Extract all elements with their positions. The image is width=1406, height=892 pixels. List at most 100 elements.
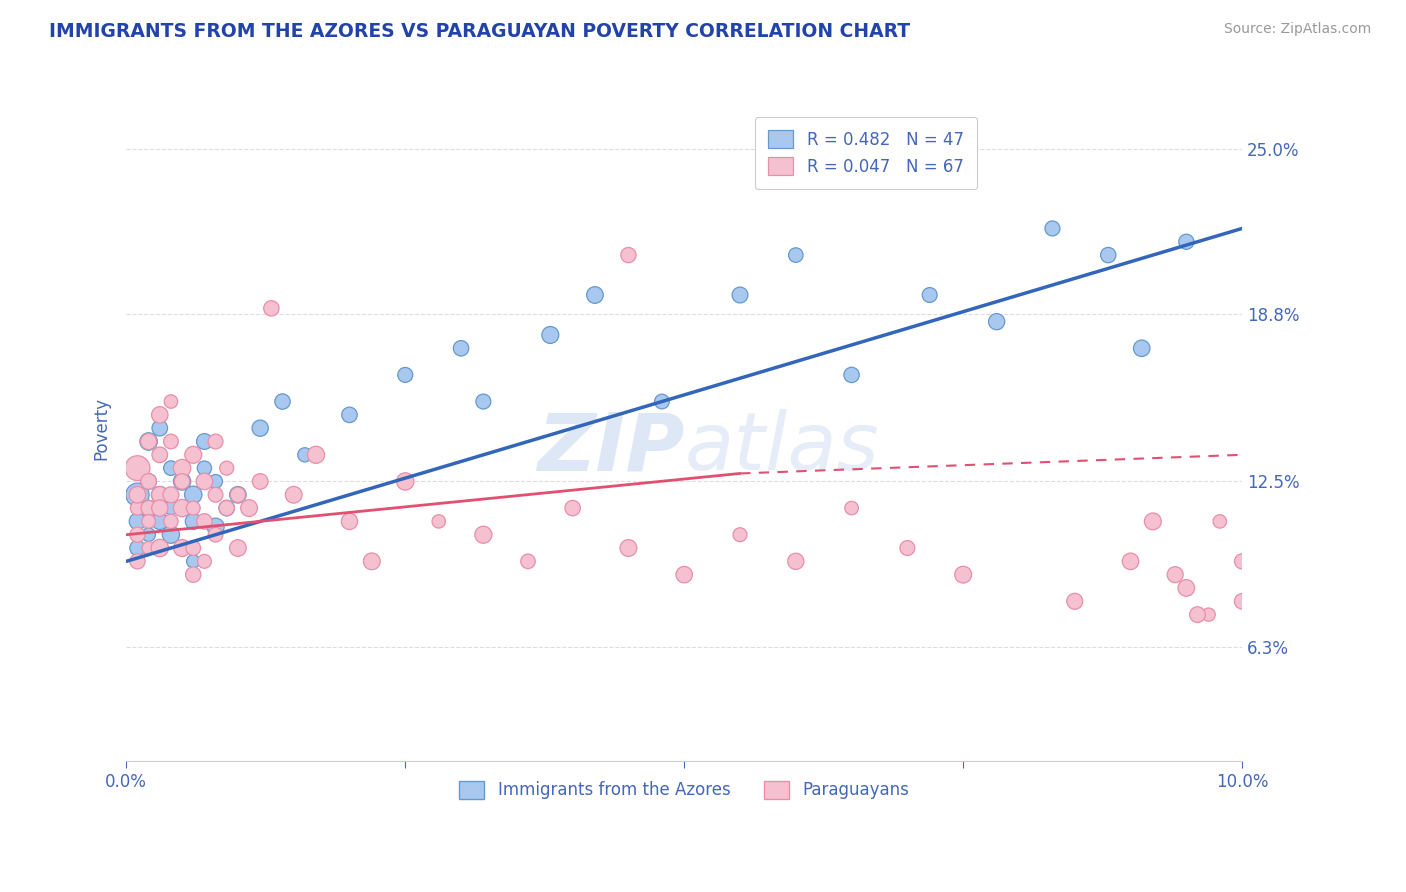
Point [283, 488, 305, 502]
Point [138, 434, 160, 449]
Point [138, 434, 160, 449]
Point [204, 475, 226, 489]
Point [160, 501, 183, 516]
Point [193, 515, 215, 529]
Point [1187, 607, 1209, 622]
Point [1230, 554, 1253, 568]
Point [1230, 594, 1253, 608]
Point [226, 488, 249, 502]
Point [181, 501, 204, 516]
Point [561, 501, 583, 516]
Point [583, 288, 606, 302]
Point [149, 448, 172, 462]
Point [215, 501, 238, 516]
Point [172, 501, 194, 516]
Y-axis label: Poverty: Poverty [93, 397, 110, 459]
Point [673, 567, 696, 582]
Point [127, 461, 149, 475]
Point [204, 488, 226, 502]
Point [193, 434, 215, 449]
Point [785, 554, 807, 568]
Point [181, 488, 204, 502]
Point [149, 408, 172, 422]
Point [160, 515, 183, 529]
Point [260, 301, 283, 316]
Point [127, 488, 149, 502]
Text: IMMIGRANTS FROM THE AZORES VS PARAGUAYAN POVERTY CORRELATION CHART: IMMIGRANTS FROM THE AZORES VS PARAGUAYAN… [49, 22, 910, 41]
Point [841, 501, 863, 516]
Point [360, 554, 382, 568]
Point [1164, 567, 1187, 582]
Point [339, 408, 361, 422]
Point [160, 461, 183, 475]
Point [472, 527, 495, 541]
Point [193, 475, 215, 489]
Point [181, 541, 204, 555]
Point [204, 434, 226, 449]
Point [1097, 248, 1119, 262]
Point [651, 394, 673, 409]
Point [1142, 515, 1164, 529]
Point [172, 461, 194, 475]
Point [172, 501, 194, 516]
Point [127, 527, 149, 541]
Text: ZIP: ZIP [537, 409, 685, 487]
Point [841, 368, 863, 382]
Point [394, 475, 416, 489]
Point [215, 501, 238, 516]
Point [538, 328, 561, 343]
Point [172, 541, 194, 555]
Point [785, 248, 807, 262]
Point [617, 541, 640, 555]
Point [617, 248, 640, 262]
Point [1119, 554, 1142, 568]
Point [204, 527, 226, 541]
Point [181, 515, 204, 529]
Point [149, 541, 172, 555]
Point [238, 501, 260, 516]
Point [1042, 221, 1064, 235]
Point [149, 515, 172, 529]
Point [149, 541, 172, 555]
Point [127, 541, 149, 555]
Point [160, 488, 183, 502]
Point [127, 515, 149, 529]
Point [138, 515, 160, 529]
Point [172, 475, 194, 489]
Point [149, 488, 172, 502]
Point [728, 288, 751, 302]
Point [226, 541, 249, 555]
Point [918, 288, 941, 302]
Point [249, 421, 271, 435]
Point [1175, 235, 1198, 249]
Point [181, 448, 204, 462]
Text: Source: ZipAtlas.com: Source: ZipAtlas.com [1223, 22, 1371, 37]
Point [193, 554, 215, 568]
Point [249, 475, 271, 489]
Point [181, 567, 204, 582]
Point [294, 448, 316, 462]
Point [427, 515, 450, 529]
Point [149, 488, 172, 502]
Point [172, 541, 194, 555]
Point [305, 448, 328, 462]
Point [138, 527, 160, 541]
Point [127, 461, 149, 475]
Point [394, 368, 416, 382]
Point [160, 527, 183, 541]
Point [1063, 594, 1085, 608]
Point [896, 541, 918, 555]
Point [127, 554, 149, 568]
Point [271, 394, 294, 409]
Point [181, 554, 204, 568]
Point [149, 421, 172, 435]
Point [149, 448, 172, 462]
Point [138, 501, 160, 516]
Legend: Immigrants from the Azores, Paraguayans: Immigrants from the Azores, Paraguayans [446, 767, 922, 813]
Point [728, 527, 751, 541]
Point [172, 475, 194, 489]
Point [138, 475, 160, 489]
Point [339, 515, 361, 529]
Point [472, 394, 495, 409]
Point [215, 461, 238, 475]
